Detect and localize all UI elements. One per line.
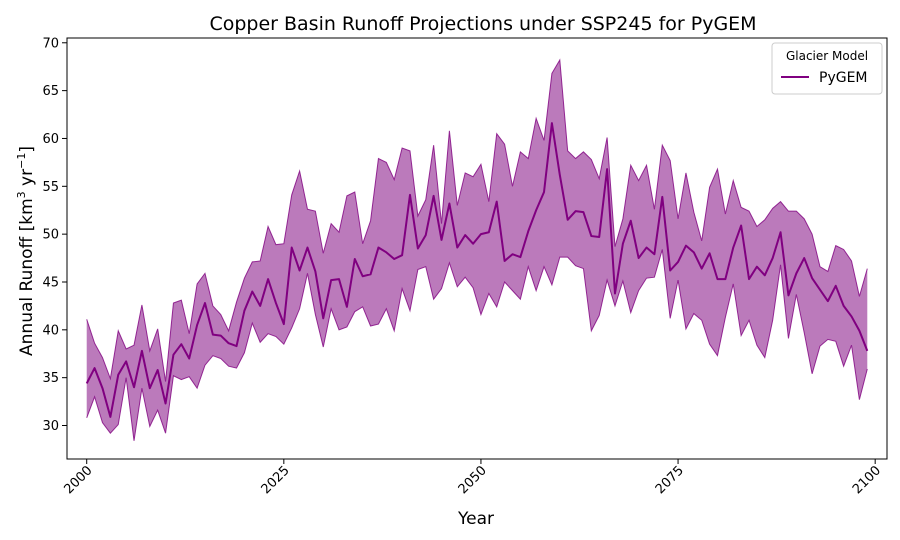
y-axis-label-sup2: −1 — [15, 153, 28, 169]
uncertainty-band — [86, 60, 868, 441]
legend-entry-label: PyGEM — [819, 70, 868, 86]
pygem-series-line — [85, 122, 869, 418]
y-tick-label: 30 — [42, 419, 59, 434]
x-tick-label: 2000 — [62, 463, 96, 497]
y-axis-label-sup1: 3 — [15, 191, 28, 198]
legend: Glacier Model PyGEM — [771, 42, 883, 95]
y-tick-label: 50 — [42, 228, 59, 243]
legend-box — [771, 42, 883, 95]
y-axis-label-main: Annual Runoff [km — [17, 198, 37, 356]
band-upper-edge — [86, 58, 868, 382]
legend-title: Glacier Model — [786, 49, 868, 63]
chart-title: Copper Basin Runoff Projections under SS… — [209, 13, 756, 35]
y-axis-label-mid: yr — [17, 169, 37, 191]
y-tick-label: 70 — [42, 36, 59, 51]
x-axis-ticks: 2000 2025 2050 2075 2100 — [62, 459, 884, 497]
y-tick-label: 55 — [42, 180, 59, 195]
x-tick-label: 2025 — [259, 463, 293, 497]
y-tick-label: 35 — [42, 371, 59, 386]
y-tick-label: 45 — [42, 275, 59, 290]
y-axis-label-end: ] — [17, 146, 37, 153]
y-tick-label: 40 — [42, 323, 59, 338]
band-lower-edge — [86, 249, 868, 441]
y-axis-label: Annual Runoff [km3 yr−1] — [15, 146, 37, 356]
y-axis-ticks: 30 35 40 45 50 55 60 65 70 — [42, 36, 67, 434]
x-tick-label: 2100 — [850, 463, 884, 497]
plot-frame — [66, 37, 888, 460]
y-tick-label: 65 — [42, 84, 59, 99]
x-tick-label: 2050 — [456, 463, 490, 497]
plot-area — [85, 58, 869, 441]
x-axis-label: Year — [457, 509, 494, 529]
y-tick-label: 60 — [42, 132, 59, 147]
x-tick-label: 2075 — [653, 463, 687, 497]
